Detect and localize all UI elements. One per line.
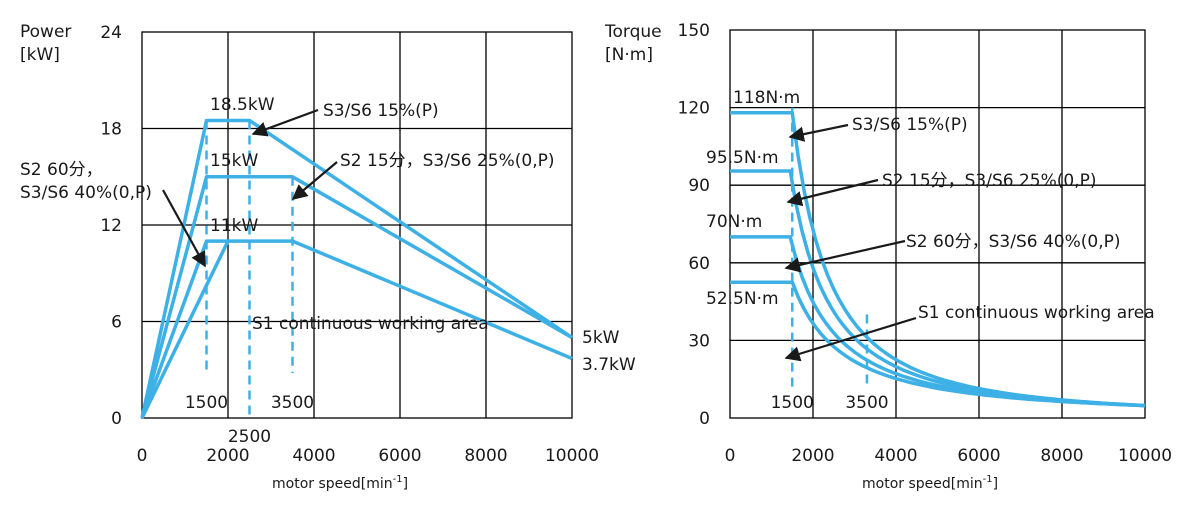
power-series-line	[140, 239, 573, 419]
torque-grid	[729, 29, 1146, 419]
label-15kw: 15kW	[210, 151, 258, 171]
label-t-s3-15: S3/S6 15%(P)	[852, 115, 968, 135]
torque-x-tick-label: 4000	[874, 446, 917, 466]
torque-x-tick-label: 2000	[791, 446, 834, 466]
arrow-t-s2-15	[786, 178, 879, 207]
label-s2-60-line1: S2 60分，	[20, 160, 103, 180]
power-x-tick-label: 8000	[464, 446, 507, 466]
label-s2-60-line2: S3/S6 40%(0,P)	[20, 183, 152, 203]
label-s3-s6-15: S3/S6 15%(P)	[323, 101, 439, 121]
power-y-tick-label: 6	[111, 313, 122, 333]
label-95-5nm: 95.5N·m	[706, 148, 779, 168]
label-118nm: 118N·m	[733, 88, 800, 108]
power-x-tick-label: 0	[137, 446, 148, 466]
torque-marker-lines: 1500 3500	[771, 107, 889, 413]
torque-curves	[730, 111, 1146, 408]
label-t-s1-area: S1 continuous working area	[918, 303, 1155, 323]
label-s1-area: S1 continuous working area	[252, 314, 489, 334]
torque-y-tick-label: 90	[688, 176, 710, 196]
power-y-tick-label: 0	[111, 409, 122, 429]
power-marker-label: 1500	[185, 393, 228, 413]
arrow-t-s2-60	[784, 239, 906, 273]
power-x-tick-label: 4000	[292, 446, 335, 466]
arrow-s3-15	[251, 108, 319, 137]
power-grid	[141, 31, 573, 419]
torque-y-tick-label: 30	[688, 331, 710, 351]
torque-arrows	[784, 123, 917, 362]
label-70nm: 70N·m	[706, 212, 762, 232]
label-t-s2-60: S2 60分，S3/S6 40%(0,P)	[906, 232, 1121, 252]
power-marker-label: 3500	[271, 393, 314, 413]
torque-marker-label: 3500	[845, 393, 888, 413]
arrow-s2-15	[291, 161, 338, 200]
power-series-line	[140, 118, 573, 419]
label-3-7kw: 3.7kW	[582, 355, 636, 375]
label-11kw: 11kW	[210, 216, 258, 236]
power-y-unit: [kW]	[20, 45, 60, 65]
torque-y-tick-label: 150	[678, 21, 710, 41]
torque-x-tick-label: 8000	[1040, 446, 1083, 466]
power-y-tick-label: 18	[100, 120, 122, 140]
power-y-tick-labels: 0 6 12 18 24	[100, 23, 122, 429]
torque-y-unit: [N·m]	[605, 45, 653, 65]
power-curves	[140, 118, 573, 419]
label-s2-15: S2 15分，S3/S6 25%(0,P)	[340, 151, 555, 171]
torque-marker-label: 1500	[771, 393, 814, 413]
torque-y-tick-label: 60	[688, 254, 710, 274]
power-arrows	[162, 108, 338, 268]
power-y-tick-label: 24	[100, 23, 122, 43]
power-x-label: motor speed[min-1]	[272, 474, 408, 492]
arrow-t-s1	[784, 316, 917, 362]
power-y-tick-label: 12	[100, 216, 122, 236]
torque-y-tick-label: 0	[699, 409, 710, 429]
torque-chart: 1500 3500 0 30 60 90 120 150 0 2000 4000 6000 8000…	[604, 21, 1172, 492]
power-marker-label: 2500	[228, 427, 271, 447]
torque-y-tick-label: 120	[678, 99, 710, 119]
power-x-tick-label: 10000	[545, 446, 599, 466]
torque-y-tick-labels: 0 30 60 90 120 150	[678, 21, 710, 429]
power-x-tick-labels: 0 2000 4000 6000 8000 10000	[137, 446, 599, 466]
arrow-s2-60	[162, 189, 206, 268]
torque-x-tick-label: 6000	[957, 446, 1000, 466]
torque-x-label: motor speed[min-1]	[862, 474, 998, 492]
arrow-t-s3-15	[788, 123, 849, 142]
power-series-line	[140, 175, 573, 419]
torque-x-tick-label: 0	[725, 446, 736, 466]
torque-y-label: Torque	[604, 22, 662, 42]
torque-x-tick-labels: 0 2000 4000 6000 8000 10000	[725, 446, 1172, 466]
power-y-label: Power	[20, 22, 71, 42]
power-x-tick-label: 6000	[378, 446, 421, 466]
power-x-tick-label: 2000	[206, 446, 249, 466]
torque-series-line	[730, 280, 1146, 408]
torque-x-tick-label: 10000	[1118, 446, 1172, 466]
label-18-5kw: 18.5kW	[210, 95, 275, 115]
power-series-line	[140, 240, 230, 419]
label-t-s2-15: S2 15分，S3/S6 25%(0,P)	[882, 171, 1097, 191]
label-52-5nm: 52.5N·m	[706, 289, 779, 309]
torque-plot-frame	[729, 29, 1146, 419]
label-5kw: 5kW	[582, 328, 620, 348]
